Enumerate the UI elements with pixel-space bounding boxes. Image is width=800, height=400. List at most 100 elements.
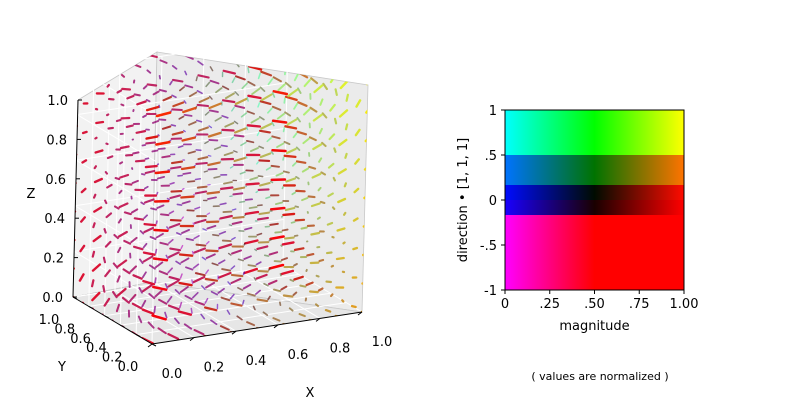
x-tick bbox=[231, 330, 237, 335]
quiver-arrow bbox=[246, 126, 249, 131]
quiver-arrow bbox=[122, 268, 131, 275]
quiver-arrow bbox=[80, 216, 86, 223]
quiver-arrow bbox=[196, 185, 208, 189]
quiver-arrow bbox=[219, 214, 233, 220]
quiver-arrow bbox=[246, 124, 262, 128]
quiver-arrow bbox=[299, 284, 307, 288]
quiver-arrow bbox=[192, 263, 200, 269]
quiver-arrow bbox=[331, 206, 336, 210]
quiver-arrow bbox=[188, 121, 197, 126]
grid-line bbox=[76, 82, 288, 116]
quiver-arrow bbox=[339, 79, 349, 90]
quiver-arrow bbox=[316, 216, 321, 220]
quiver-arrow bbox=[267, 78, 274, 86]
quiver-arrow bbox=[247, 264, 257, 268]
quiver-arrow bbox=[337, 168, 347, 175]
quiver-arrow bbox=[288, 307, 294, 312]
quiver-arrow bbox=[207, 196, 217, 200]
quiver-arrow bbox=[220, 144, 228, 148]
quiver-arrow bbox=[73, 124, 79, 129]
quiver-arrow bbox=[283, 97, 286, 104]
quiver-arrow bbox=[244, 198, 253, 201]
quiver-arrow bbox=[73, 96, 79, 100]
quiver-arrow bbox=[250, 37, 262, 41]
quiver-arrow bbox=[180, 165, 196, 171]
quiver-arrow bbox=[300, 226, 308, 230]
quiver-arrow bbox=[145, 135, 159, 140]
quiver-arrow bbox=[161, 155, 171, 159]
quiver-arrow bbox=[305, 281, 314, 287]
quiver-arrow bbox=[237, 286, 244, 291]
quiver-arrow bbox=[185, 237, 194, 241]
quiver-arrow bbox=[170, 124, 177, 127]
quiver-arrow bbox=[164, 283, 169, 289]
quiver-arrow bbox=[161, 125, 172, 130]
quiver-arrow bbox=[335, 256, 345, 261]
quiver-arrow bbox=[93, 177, 103, 184]
quiver-arrow bbox=[119, 173, 130, 179]
quiver-arrow bbox=[209, 66, 214, 72]
quiver-arrow bbox=[284, 125, 298, 130]
z-tick-label: 0.8 bbox=[46, 133, 67, 148]
quiver-arrow bbox=[283, 140, 291, 146]
quiver-arrow bbox=[199, 46, 209, 49]
quiver-arrow bbox=[272, 317, 281, 322]
quiver-arrow bbox=[132, 151, 140, 155]
quiver-arrow bbox=[131, 179, 139, 184]
quiver-arrow bbox=[254, 248, 258, 252]
z-tick-label: 0.4 bbox=[44, 212, 65, 227]
y-tick bbox=[151, 343, 157, 347]
quiver-arrow bbox=[273, 52, 283, 54]
quiver-arrow bbox=[338, 138, 348, 147]
quiver-arrow bbox=[204, 277, 219, 282]
quiver-arrow bbox=[123, 239, 132, 245]
quiver-arrow bbox=[328, 133, 336, 141]
quiver-arrow bbox=[203, 334, 217, 341]
quiver-arrow bbox=[80, 187, 87, 194]
quiver-arrow bbox=[157, 134, 160, 137]
quiver-arrow bbox=[279, 301, 282, 306]
quiver-arrow bbox=[337, 197, 347, 204]
quiver-arrow bbox=[234, 91, 240, 96]
quiver-arrow bbox=[171, 94, 177, 99]
quiver-arrow bbox=[194, 206, 201, 210]
quiver-arrow bbox=[193, 235, 200, 240]
quiver-arrow bbox=[226, 309, 231, 315]
quiver-arrow bbox=[256, 232, 263, 236]
quiver-arrow bbox=[324, 308, 332, 313]
quiver-arrow bbox=[81, 159, 88, 164]
quiver-arrow bbox=[230, 302, 243, 307]
heatmap-y-label: direction • [1, 1, 1] bbox=[456, 138, 471, 262]
quiver-arrow bbox=[338, 109, 349, 118]
quiver-arrow bbox=[230, 277, 242, 285]
quiver-arrow bbox=[156, 175, 166, 180]
quiver-arrow bbox=[284, 81, 292, 89]
quiver-arrow bbox=[265, 166, 272, 171]
quiver-arrow bbox=[176, 203, 183, 206]
grid-line bbox=[74, 205, 155, 254]
quiver-arrow bbox=[177, 145, 184, 149]
quiver-arrow bbox=[281, 228, 289, 232]
quiver-arrow bbox=[139, 258, 144, 265]
quiver-arrow bbox=[167, 304, 180, 311]
quiver-arrow bbox=[218, 243, 233, 250]
quiver-arrow bbox=[141, 308, 155, 315]
z-tick-label: 0.2 bbox=[43, 252, 64, 267]
quiver-arrow bbox=[126, 94, 135, 100]
quiver-arrow bbox=[132, 274, 143, 280]
quiver-arrow bbox=[120, 103, 125, 107]
quiver-arrow bbox=[310, 77, 319, 85]
quiver-arrow bbox=[211, 262, 219, 266]
heatmap-y-tick-label: .5 bbox=[485, 149, 497, 164]
quiver-arrow bbox=[234, 104, 246, 109]
quiver-arrow bbox=[296, 130, 307, 136]
quiver-arrow bbox=[335, 58, 339, 68]
quiver-arrow bbox=[346, 64, 350, 74]
quiver-arrow bbox=[302, 108, 311, 116]
quiver-arrow bbox=[317, 287, 324, 292]
quiver-arrow bbox=[273, 260, 282, 263]
quiver-arrow bbox=[221, 128, 235, 132]
quiver-arrow bbox=[213, 146, 222, 151]
quiver-arrow bbox=[244, 226, 253, 231]
quiver-arrow bbox=[327, 162, 335, 169]
